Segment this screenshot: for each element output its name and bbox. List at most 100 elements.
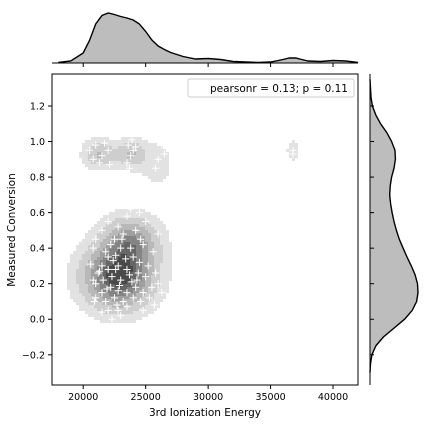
scatter-point	[125, 164, 134, 172]
scatter-point	[139, 288, 147, 297]
scatter-point	[132, 143, 140, 151]
scatter-point	[160, 150, 169, 158]
scatter-point	[119, 297, 127, 306]
x-tick-label: 35000	[255, 392, 285, 403]
scatter-point	[142, 217, 150, 226]
scatter-point	[127, 205, 135, 213]
y-marginal-kde	[369, 74, 419, 385]
scatter-point	[153, 200, 161, 208]
scatter-point	[98, 152, 106, 160]
scatter-point	[104, 146, 112, 155]
scatter-point	[128, 278, 136, 286]
scatter-point	[127, 244, 135, 252]
scatter-point	[105, 161, 114, 169]
scatter-point	[114, 306, 122, 314]
scatter-point	[148, 187, 156, 195]
scatter-point	[142, 272, 150, 281]
scatter-point	[137, 297, 145, 306]
scatter-point	[109, 257, 117, 265]
scatter-point	[99, 276, 107, 284]
scatter-point	[127, 152, 135, 160]
x-axis-label: 3rd Ionization Energy	[149, 407, 261, 419]
scatter-point	[98, 262, 106, 270]
scatter-point	[123, 159, 131, 167]
x-marginal-line	[58, 12, 359, 64]
scatter-point	[129, 294, 137, 302]
scatter-point	[98, 226, 106, 234]
y-tick-label: 1.0	[30, 137, 45, 148]
x-tick-label: 30000	[193, 392, 223, 403]
scatter-point	[154, 230, 162, 238]
scatter-point	[150, 301, 159, 309]
y-tick-label: 0.0	[30, 315, 45, 326]
scatter-point	[108, 272, 116, 281]
scatter-point	[112, 251, 120, 259]
scatter-point	[158, 141, 166, 149]
scatter-point	[127, 182, 135, 190]
scatter-point	[152, 269, 160, 277]
scatter-point	[92, 294, 100, 302]
x-marginal-fill	[58, 13, 358, 63]
x-tick-label: 20000	[68, 392, 98, 403]
scatter-point	[128, 136, 136, 144]
scatter-point	[123, 212, 131, 220]
scatter-point	[129, 253, 137, 261]
scatter-point	[133, 276, 141, 284]
scatter-points	[85, 136, 297, 323]
scatter-point	[119, 230, 127, 238]
legend: pearsonr = 0.13; p = 0.11	[187, 78, 355, 98]
legend-text: pearsonr = 0.13; p = 0.11	[210, 83, 348, 95]
joint-plot-area: 20000 25000 30000 35000 40000 −0.2 0.0 0.2 0.4 0…	[6, 63, 374, 419]
scatter-point	[92, 235, 100, 243]
scatter-point	[104, 306, 112, 314]
scatter-point	[102, 297, 110, 306]
y-axis-ticks: −0.2 0.0 0.2 0.4 0.6 0.8 1.0 1.2	[22, 101, 374, 361]
x-marginal-kde	[52, 12, 359, 64]
scatter-point	[117, 244, 125, 252]
y-tick-label: 0.4	[30, 244, 45, 255]
scatter-point	[102, 177, 110, 185]
scatter-point	[102, 248, 110, 256]
scatter-point	[95, 267, 104, 275]
scatter-point	[139, 306, 147, 314]
scatter-point	[149, 248, 157, 256]
scatter-point	[107, 283, 115, 291]
scatter-point	[123, 303, 131, 311]
scatter-point	[124, 141, 132, 149]
scatter-point	[110, 235, 119, 243]
scatter-point	[100, 205, 109, 213]
scatter-point	[132, 226, 140, 234]
scatter-point	[92, 141, 100, 149]
legend-box	[187, 78, 355, 98]
scatter-point	[158, 288, 166, 297]
scatter-point	[114, 287, 122, 295]
scatter-point	[92, 280, 100, 288]
scatter-point	[90, 297, 99, 306]
scatter-point	[154, 280, 162, 288]
scatter-point	[144, 262, 152, 270]
scatter-point	[104, 217, 112, 226]
scatter-point	[87, 260, 95, 268]
scatter-point	[117, 276, 125, 284]
scatter-point	[135, 209, 144, 217]
scatter-point	[123, 288, 131, 297]
y-marginal-fill	[370, 79, 418, 373]
scatter-point	[135, 258, 144, 266]
scatter-point	[152, 164, 160, 172]
scatter-point	[113, 301, 121, 309]
scatter-point	[134, 269, 142, 277]
scatter-point	[123, 265, 131, 274]
scatter-point	[139, 241, 147, 249]
scatter-point	[95, 159, 104, 167]
scatter-point	[100, 139, 109, 147]
kde-level-7	[106, 254, 133, 287]
scatter-point	[124, 175, 132, 183]
scatter-point	[115, 281, 124, 290]
scatter-point	[132, 283, 140, 291]
scatter-point	[107, 241, 115, 249]
y-tick-label: 0.6	[30, 208, 45, 219]
scatter-point	[104, 265, 112, 274]
scatter-point	[98, 308, 106, 316]
scatter-point	[89, 244, 97, 252]
scatter-point	[110, 294, 119, 302]
